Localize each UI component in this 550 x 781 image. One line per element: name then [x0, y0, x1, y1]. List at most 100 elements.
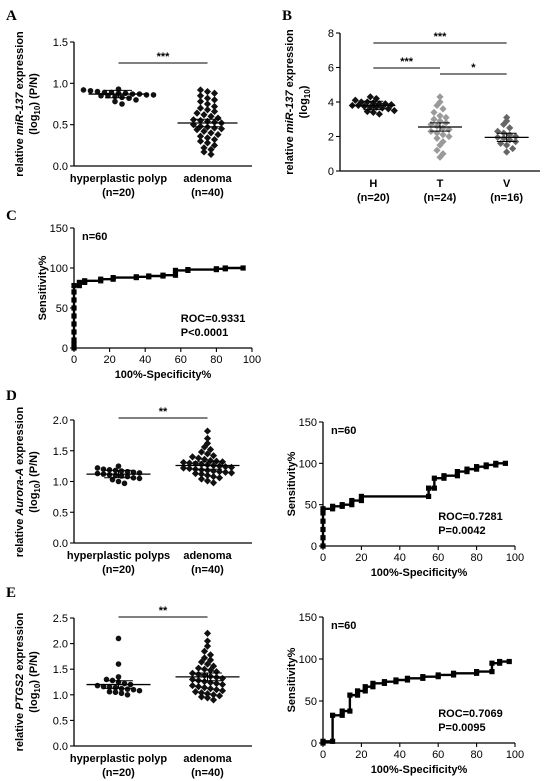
panel-c: 0 50 100 150 0 20 40 60 80 100 n=60 ROC=0.9331 P<0.0… — [37, 223, 261, 381]
roc-point — [474, 669, 480, 675]
data-point — [188, 453, 197, 461]
data-point — [203, 106, 212, 114]
data-point — [210, 102, 219, 111]
data-point — [366, 93, 374, 101]
data-point — [384, 105, 392, 113]
roc-point — [213, 266, 219, 272]
roc-point — [450, 670, 457, 676]
panel-e-roc: 0 50 100 150 0 20 40 60 80 100 n=60 ROC=0.7069 P=0.0… — [286, 612, 524, 776]
data-point — [500, 120, 508, 129]
significance-label: *** — [157, 51, 171, 63]
data-point — [191, 469, 200, 478]
data-point — [227, 463, 236, 471]
data-point — [218, 674, 227, 683]
data-point — [203, 134, 212, 142]
data-point — [118, 468, 125, 474]
data-point — [203, 466, 212, 475]
category-n-label: (n=20) — [102, 767, 135, 779]
data-point — [203, 434, 212, 443]
y-tick-label: 100 — [299, 458, 317, 470]
category-n-label: (n=40) — [191, 187, 224, 199]
x-tick-label: 80 — [210, 354, 222, 366]
data-point — [203, 450, 212, 458]
ylabel-text: (log — [28, 115, 40, 135]
data-point — [115, 635, 122, 642]
data-point — [209, 662, 218, 670]
category-label: hyperplastic polyps — [67, 550, 170, 562]
data-point — [115, 478, 122, 485]
sample-size-label: n=60 — [331, 425, 356, 437]
roc-point — [489, 660, 495, 666]
roc-point — [431, 475, 437, 481]
roc-point — [431, 485, 437, 491]
data-point — [124, 692, 131, 698]
category-label: T — [437, 178, 444, 190]
roc-point — [82, 278, 88, 284]
data-point — [191, 460, 200, 468]
roc-auc-label: ROC=0.7281 — [438, 511, 503, 523]
data-point — [212, 668, 221, 676]
data-point — [433, 122, 441, 130]
data-point — [87, 87, 94, 94]
data-point — [207, 129, 215, 137]
x-axis-label: 100%-Specificity% — [371, 567, 468, 579]
data-point — [390, 107, 398, 115]
roc-point — [71, 341, 77, 347]
panel-label-d: D — [6, 388, 17, 404]
ylabel-text: relative — [14, 135, 26, 177]
significance-label: ** — [159, 605, 168, 617]
roc-point — [339, 502, 345, 508]
data-point — [439, 105, 447, 113]
y-tick-label: 0.5 — [53, 507, 68, 519]
roc-point — [71, 313, 77, 319]
category-label: hyperplastic polyp — [70, 173, 167, 185]
data-point — [203, 94, 212, 102]
data-point — [136, 687, 143, 694]
data-point — [188, 675, 197, 684]
data-point — [200, 127, 208, 135]
data-point — [215, 474, 224, 482]
roc-point — [71, 289, 77, 295]
roc-point — [362, 684, 368, 690]
data-point — [143, 92, 150, 98]
data-point — [227, 469, 236, 477]
y-tick-label: 0.0 — [53, 741, 68, 753]
roc-point — [71, 297, 77, 303]
data-point — [200, 144, 208, 152]
y-axis-label: Sensitivity% — [37, 255, 49, 320]
data-point — [209, 467, 218, 475]
data-point — [218, 458, 227, 466]
roc-point — [71, 337, 77, 343]
roc-point — [404, 675, 411, 681]
roc-point — [330, 712, 336, 718]
data-point — [196, 86, 205, 94]
ylabel-text: (log — [28, 493, 40, 513]
data-point — [445, 132, 453, 141]
ylabel-subscript: 10 — [303, 89, 312, 98]
data-point — [436, 98, 444, 106]
roc-point — [172, 267, 179, 273]
data-point — [512, 132, 520, 141]
roc-point — [381, 679, 388, 685]
data-point — [206, 445, 215, 454]
data-point — [210, 118, 219, 126]
significance-label: * — [471, 62, 476, 74]
sample-size-label: n=60 — [331, 620, 356, 632]
data-point — [430, 108, 438, 116]
category-n-label: (n=20) — [102, 187, 135, 199]
data-point — [188, 669, 197, 677]
roc-point — [71, 329, 77, 335]
roc-point — [330, 503, 336, 509]
data-point — [130, 686, 137, 693]
data-point — [439, 138, 447, 146]
roc-point — [339, 712, 345, 718]
data-point — [218, 687, 227, 695]
data-point — [439, 150, 447, 158]
significance-label: *** — [434, 31, 448, 43]
y-tick-label: 6 — [328, 63, 334, 75]
x-tick-label: 40 — [139, 354, 151, 366]
data-point — [115, 674, 122, 680]
ylabel-gene: miR-137 — [14, 91, 26, 135]
x-tick-label: 0 — [320, 552, 326, 564]
